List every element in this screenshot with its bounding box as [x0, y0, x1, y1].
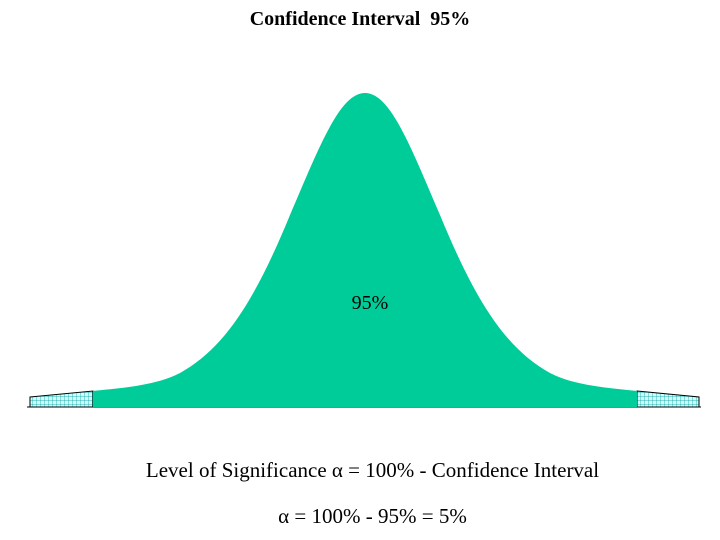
confidence-region	[93, 93, 637, 407]
right-tail-region	[636, 390, 700, 408]
left-tail-region	[29, 390, 94, 408]
significance-calculation: α = 100% - 95% = 5%	[278, 504, 467, 528]
confidence-region-label: 95%	[351, 292, 389, 314]
significance-definition: Level of Significance α = 100% - Confide…	[145, 458, 600, 482]
page-title: Confidence Interval 95%	[249, 8, 471, 30]
